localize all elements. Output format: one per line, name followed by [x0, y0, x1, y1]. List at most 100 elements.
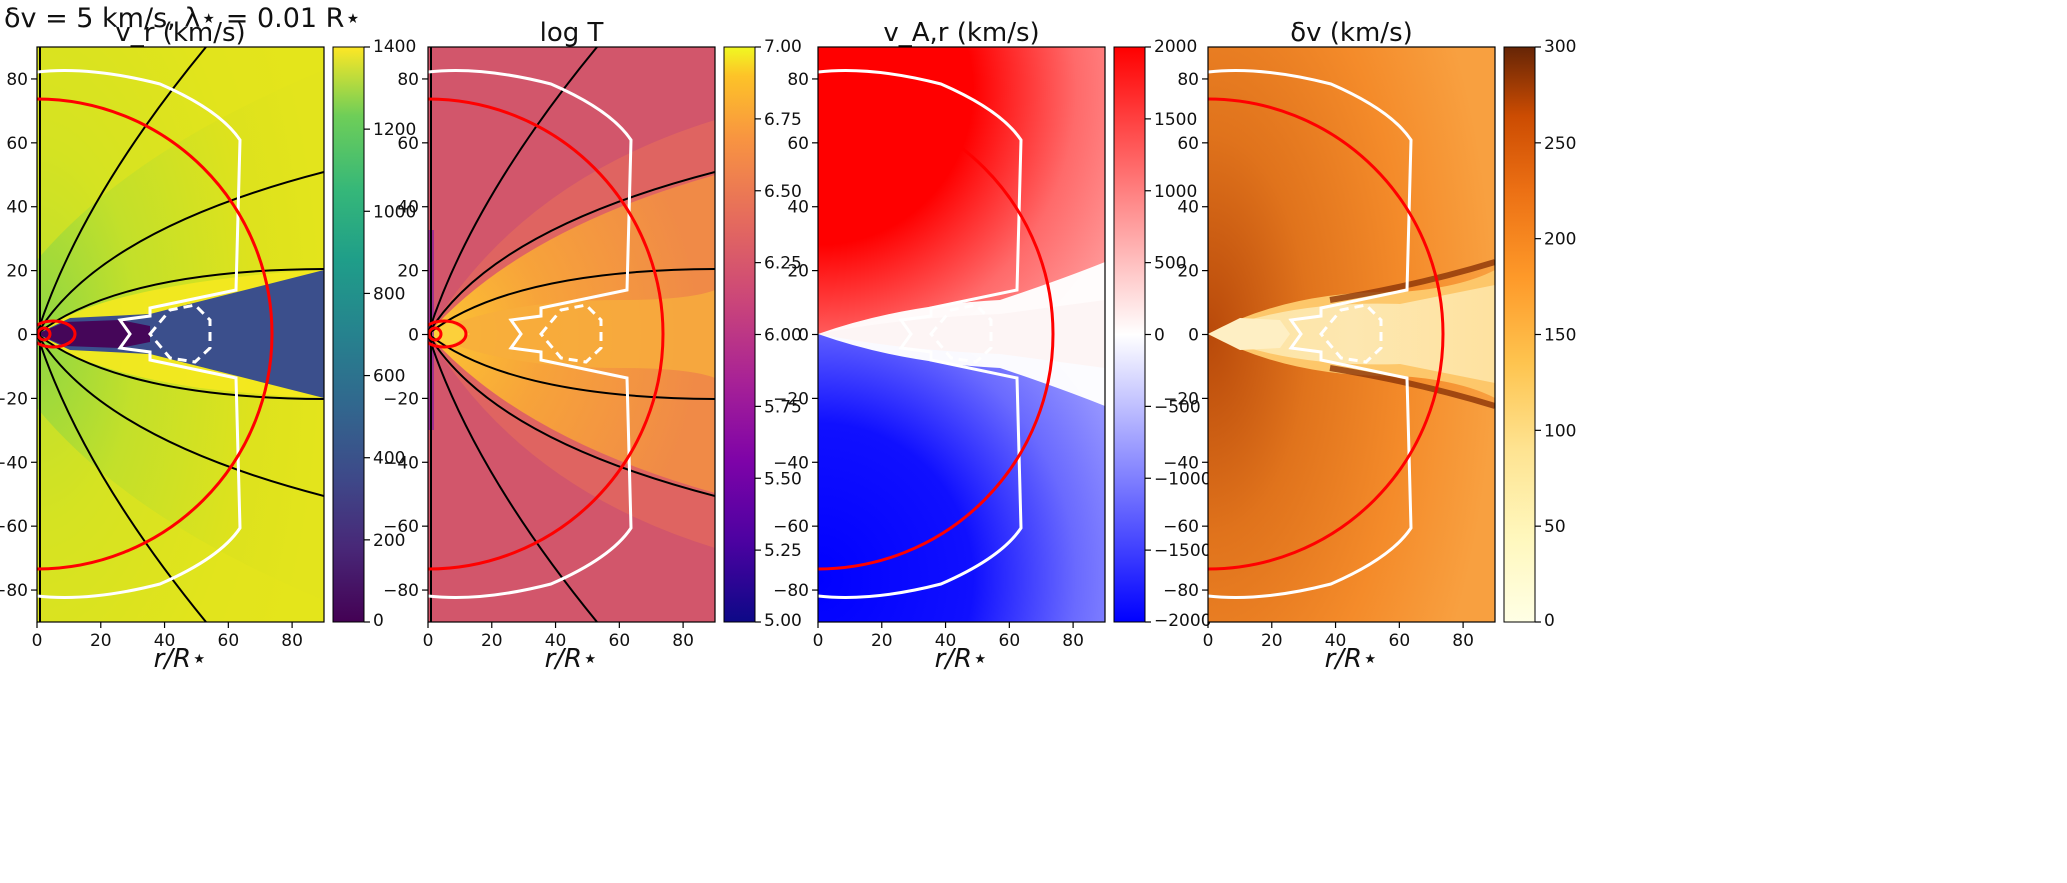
- x-tick-label: 80: [1062, 631, 1084, 651]
- red-circles: [1208, 97, 1445, 571]
- colorbar-ticks: 2000 1500 1000 500 0 −500 −1000 −1500 −2000: [1145, 37, 1212, 631]
- y-tick-label: −80: [773, 581, 809, 601]
- heatmap-image: [428, 47, 715, 622]
- critical-surface: [1208, 69, 1413, 599]
- x-tick-label: 0: [813, 631, 824, 651]
- field-lines: [428, 47, 715, 622]
- heatmap-image: [37, 47, 324, 622]
- colorbar-ticks: 7.00 6.75 6.50 6.25 6.00 5.75 5.50 5.25 5.00: [755, 37, 802, 631]
- colorbar-tick-label: −1500: [1154, 541, 1212, 561]
- y-tick-label: 20: [6, 262, 28, 282]
- y-tick-label: 20: [1177, 262, 1199, 282]
- x-ticks: 0 20 40 60 80: [813, 622, 1084, 651]
- x-tick-label: 80: [281, 631, 303, 651]
- y-tick-label: −20: [1163, 389, 1199, 409]
- x-tick-label: 0: [32, 631, 43, 651]
- colorbar: [332, 46, 365, 623]
- colorbar-tick-label: 5.25: [764, 541, 802, 561]
- y-tick-label: 40: [397, 198, 419, 218]
- y-tick-label: 60: [397, 134, 419, 154]
- x-tick-label: 60: [1389, 631, 1411, 651]
- x-ticks: 0 20 40 60 80: [1203, 622, 1474, 651]
- colorbar-tick-label: 5.50: [764, 469, 802, 489]
- colorbar-tick-label: 150: [1544, 326, 1576, 346]
- panel-title: v_r (km/s): [115, 18, 245, 48]
- panel-title: log T: [540, 18, 604, 48]
- colorbar-tick-label: 500: [1154, 254, 1186, 274]
- y-tick-label: 0: [17, 326, 28, 346]
- y-tick-label: −20: [0, 389, 28, 409]
- x-tick-label: 20: [481, 631, 503, 651]
- critical-surface: [818, 69, 1023, 599]
- critical-surface: [428, 69, 633, 599]
- colorbar-tick-label: 0: [373, 611, 384, 631]
- x-tick-label: 20: [90, 631, 112, 651]
- y-ticks: 80 60 40 20 0 −20 −40 −60 −80: [773, 70, 818, 601]
- colorbar-tick-label: 5.75: [764, 397, 802, 417]
- x-ticks: 0 20 40 60 80: [423, 622, 694, 651]
- colorbar-tick-label: 250: [1544, 134, 1576, 154]
- y-tick-label: −40: [383, 453, 419, 473]
- colorbar-tick-label: 1200: [373, 120, 416, 140]
- y-tick-label: −40: [0, 453, 28, 473]
- colorbar-tick-label: 300: [1544, 37, 1576, 57]
- y-tick-label: 20: [397, 262, 419, 282]
- y-tick-label: −40: [773, 453, 809, 473]
- x-tick-label: 20: [1261, 631, 1283, 651]
- y-tick-label: −60: [0, 517, 28, 537]
- colorbar-tick-label: 6.25: [764, 254, 802, 274]
- x-axis-label: r/R⋆: [935, 644, 989, 674]
- y-tick-label: 80: [1177, 70, 1199, 90]
- y-tick-label: 60: [787, 134, 809, 154]
- y-ticks: 80 60 40 20 0 −20 −40 −60 −80: [0, 70, 37, 601]
- colorbar-tick-label: 400: [373, 449, 405, 469]
- colorbar-tick-label: 6.00: [764, 326, 802, 346]
- colorbar: [723, 46, 756, 623]
- colorbar-tick-label: 1500: [1154, 110, 1197, 130]
- figure-title: δv = 5 km/s, λ⋆ = 0.01 R⋆: [4, 3, 361, 34]
- x-axis-label: r/R⋆: [545, 644, 599, 674]
- y-tick-label: −60: [773, 517, 809, 537]
- colorbar-tick-label: 0: [1544, 611, 1555, 631]
- y-ticks: 80 60 40 20 0 −20 −40 −60 −80: [1163, 70, 1208, 601]
- colorbar-tick-label: −500: [1154, 397, 1201, 417]
- y-tick-label: 60: [6, 134, 28, 154]
- red-circles: [37, 97, 274, 571]
- y-tick-label: −80: [0, 581, 28, 601]
- x-ticks: 0 20 40 60 80: [32, 622, 303, 651]
- y-tick-label: −60: [383, 517, 419, 537]
- x-tick-label: 80: [1452, 631, 1474, 651]
- heatmap-image: [1208, 47, 1495, 622]
- y-tick-label: 80: [6, 70, 28, 90]
- y-tick-label: 40: [1177, 198, 1199, 218]
- y-tick-label: 0: [798, 326, 809, 346]
- y-tick-label: 0: [408, 326, 419, 346]
- colorbar: [1503, 46, 1536, 623]
- x-axis-label: r/R⋆: [1325, 644, 1379, 674]
- x-axis-label: r/R⋆: [154, 644, 208, 674]
- panel-title: v_A,r (km/s): [883, 18, 1039, 48]
- y-tick-label: −80: [1163, 581, 1199, 601]
- x-tick-label: 40: [545, 631, 567, 651]
- colorbar-tick-label: −2000: [1154, 611, 1212, 631]
- colorbar-tick-label: 6.50: [764, 182, 802, 202]
- critical-surface: [37, 69, 242, 599]
- colorbar-tick-label: 1000: [373, 202, 416, 222]
- x-tick-label: 40: [154, 631, 176, 651]
- colorbar-tick-label: 1400: [373, 37, 416, 57]
- colorbar-tick-label: 2000: [1154, 37, 1197, 57]
- y-ticks: 80 60 40 20 0 −20 −40 −60 −80: [383, 70, 428, 601]
- x-tick-label: 60: [609, 631, 631, 651]
- colorbar-tick-label: 800: [373, 284, 405, 304]
- x-tick-label: 0: [423, 631, 434, 651]
- colorbar-tick-label: 600: [373, 367, 405, 387]
- colorbar-tick-label: −1000: [1154, 469, 1212, 489]
- colorbar-ticks: 300 250 200 150 100 50 0: [1535, 37, 1576, 631]
- x-tick-label: 0: [1203, 631, 1214, 651]
- y-tick-label: −20: [383, 389, 419, 409]
- field-lines: [37, 47, 324, 622]
